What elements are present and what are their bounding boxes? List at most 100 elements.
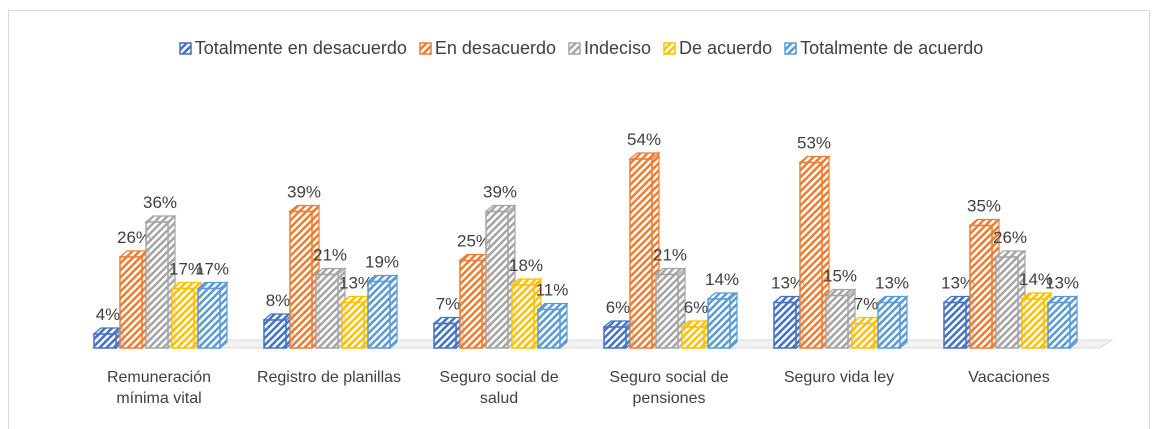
bar-side — [219, 281, 228, 350]
data-label: 39% — [287, 183, 321, 202]
bar-front — [773, 301, 797, 349]
bar — [824, 288, 857, 350]
bar-side — [389, 274, 398, 350]
data-label: 13% — [875, 274, 909, 293]
bar — [654, 267, 687, 350]
data-label: 25% — [457, 232, 491, 251]
bar-side — [559, 302, 568, 350]
data-label: 54% — [627, 130, 661, 149]
bar — [942, 295, 975, 350]
data-label: 35% — [967, 197, 1001, 216]
chart-frame — [8, 10, 1150, 429]
legend-label: Totalmente de acuerdo — [800, 38, 984, 58]
data-label: 6% — [684, 298, 709, 317]
data-label: 15% — [823, 267, 857, 286]
legend-item: En desacuerdo — [419, 38, 556, 59]
data-label: 4% — [96, 305, 121, 324]
x-tick-label: Seguro social de pensiones — [609, 369, 729, 407]
bar — [432, 316, 465, 350]
bar-front — [851, 322, 875, 349]
legend-item: De acuerdo — [663, 38, 772, 59]
bar-front — [341, 301, 365, 349]
bar-front — [707, 298, 731, 349]
legend-item: Totalmente de acuerdo — [784, 38, 983, 59]
bar-front — [197, 287, 221, 349]
bar-front — [537, 308, 561, 349]
data-label: 26% — [993, 228, 1027, 247]
bar — [850, 316, 883, 350]
data-label: 21% — [653, 246, 687, 265]
bar-front — [681, 326, 705, 349]
bar-side — [1069, 295, 1078, 350]
x-tick-label: Seguro social de salud — [439, 369, 559, 407]
data-label: 19% — [365, 253, 399, 272]
bar — [366, 274, 399, 350]
legend-label: En desacuerdo — [434, 38, 556, 58]
data-label: 14% — [705, 270, 739, 289]
bar-front — [263, 319, 287, 349]
x-tick-label: Registro de planillas — [256, 369, 402, 386]
bar — [798, 155, 831, 350]
bar — [602, 319, 635, 350]
bar-front — [511, 284, 535, 349]
bar — [170, 281, 203, 350]
data-label: 6% — [606, 298, 631, 317]
data-label: 11% — [536, 281, 569, 300]
bar-front — [629, 158, 653, 349]
bar-front — [367, 280, 391, 349]
bar — [536, 302, 569, 350]
legend-swatch — [419, 42, 432, 55]
bar — [680, 319, 713, 350]
x-tick-label: Vacaciones — [968, 369, 1050, 386]
legend-item: Totalmente en desacuerdo — [179, 38, 407, 59]
bar-front — [825, 294, 849, 349]
data-label: 13% — [941, 274, 975, 293]
x-tick-label: Remuneración mínima vital — [106, 369, 212, 407]
bar — [340, 295, 373, 350]
data-label: 13% — [771, 274, 805, 293]
data-label: 13% — [339, 274, 373, 293]
data-label: 26% — [117, 228, 151, 247]
bar-front — [485, 210, 509, 349]
bar — [968, 218, 1001, 350]
bar-front — [969, 224, 993, 349]
data-label: 17% — [195, 260, 229, 279]
bar — [1046, 295, 1079, 350]
bar-front — [459, 259, 483, 349]
bar-front — [1021, 298, 1045, 349]
data-label: 13% — [1045, 274, 1079, 293]
data-label: 7% — [436, 295, 461, 314]
legend-item: Indeciso — [568, 38, 651, 59]
data-label: 18% — [509, 256, 543, 275]
bar-front — [995, 256, 1019, 349]
legend-label: Totalmente en desacuerdo — [194, 38, 407, 58]
bar — [118, 249, 151, 350]
legend: Totalmente en desacuerdo En desacuerdo Ind… — [0, 38, 1162, 59]
bar-front — [943, 301, 967, 349]
bar-side — [899, 295, 908, 350]
legend-swatch — [663, 42, 676, 55]
bar — [144, 214, 177, 350]
bar — [1020, 291, 1053, 350]
data-label: 7% — [854, 295, 879, 314]
bar-front — [289, 210, 313, 349]
bar-front — [799, 161, 823, 349]
data-label: 14% — [1019, 270, 1053, 289]
bar-front — [93, 333, 117, 349]
bar — [484, 204, 517, 350]
data-label: 53% — [797, 134, 831, 153]
data-label: 21% — [313, 246, 347, 265]
bar-front — [171, 287, 195, 349]
legend-swatch — [784, 42, 797, 55]
bar-front — [1047, 301, 1071, 349]
bar — [196, 281, 229, 350]
bar-front — [877, 301, 901, 349]
legend-label: Indeciso — [584, 38, 652, 58]
bar-front — [603, 326, 627, 349]
data-label: 17% — [169, 260, 203, 279]
bar — [772, 295, 805, 350]
bar — [706, 291, 739, 350]
data-label: 39% — [483, 183, 517, 202]
